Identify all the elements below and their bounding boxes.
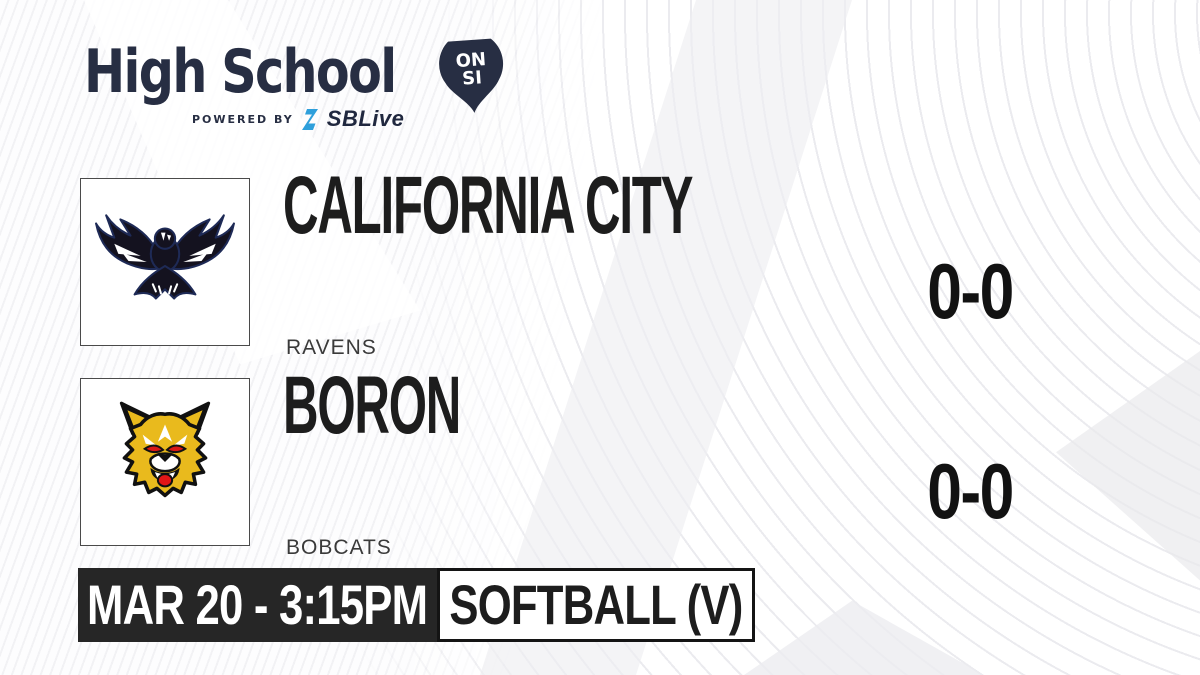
bobcats-logo-icon	[119, 401, 211, 498]
team1-name: CALIFORNIA CITY	[283, 160, 693, 251]
game-datetime-label: MAR 20 - 3:15PM	[87, 573, 428, 636]
sblive-wordmark: SBLive	[326, 106, 405, 131]
game-sport-label: SOFTBALL (V)	[449, 573, 743, 636]
game-sport-box: SOFTBALL (V)	[437, 568, 755, 642]
team1-mascot: RAVENS	[286, 336, 377, 359]
team1-logo-box	[80, 178, 250, 346]
team2-name: BORON	[283, 360, 461, 451]
team2-logo-box	[80, 378, 250, 546]
game-datetime-bar: MAR 20 - 3:15PM	[78, 568, 437, 642]
team2-mascot: BOBCATS	[286, 536, 392, 559]
team2-record: 0-0	[927, 447, 1014, 535]
powered-by-row: POWERED BY SBLive	[192, 106, 404, 132]
ravens-logo-icon	[95, 214, 235, 300]
onsi-pin-icon: ON SI	[436, 31, 509, 117]
powered-by-label: POWERED BY	[192, 112, 294, 126]
sblive-bolt-icon	[301, 108, 318, 130]
pin-shape	[439, 31, 504, 113]
brand-title: High School	[84, 37, 397, 107]
team1-record: 0-0	[927, 247, 1014, 335]
